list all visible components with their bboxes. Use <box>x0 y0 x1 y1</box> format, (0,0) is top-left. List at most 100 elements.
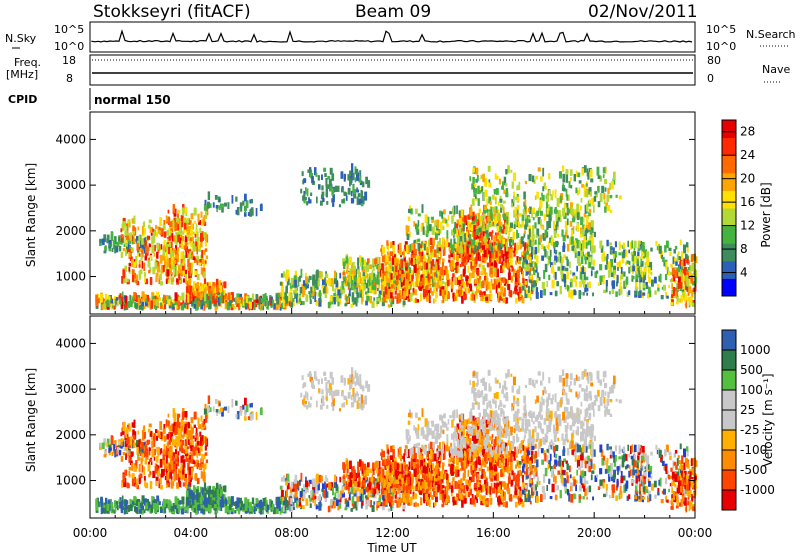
power-cell <box>394 295 397 299</box>
velocity-cell <box>137 453 140 457</box>
power-cell <box>363 259 367 267</box>
power-cell <box>648 276 651 283</box>
power-cell <box>562 245 566 252</box>
velocity-cell <box>184 473 187 481</box>
power-cell <box>613 171 616 181</box>
velocity-cell <box>198 492 201 497</box>
power-cell <box>437 280 440 289</box>
power-cell <box>489 231 492 237</box>
power-cell <box>429 246 433 253</box>
power-cell <box>658 245 662 254</box>
power-cell <box>563 254 567 259</box>
velocity-cell <box>162 451 165 460</box>
power-cell <box>383 275 386 284</box>
power-cell <box>176 305 180 311</box>
power-cell <box>495 251 498 258</box>
velocity-cell <box>329 504 332 510</box>
power-cell <box>387 304 391 308</box>
power-cell <box>318 298 322 307</box>
power-cell <box>506 216 508 225</box>
power-cell <box>154 244 156 252</box>
power-cell <box>485 274 488 282</box>
power-cell <box>603 289 606 294</box>
power-cell <box>656 245 659 251</box>
power-cell <box>562 173 566 183</box>
power-cell <box>448 254 451 259</box>
power-cell <box>192 281 196 289</box>
power-cell <box>208 285 211 289</box>
power-cell <box>223 296 226 304</box>
velocity-cell <box>141 495 145 504</box>
power-cell <box>189 285 193 292</box>
power-cell <box>124 241 128 247</box>
power-cell <box>504 222 507 226</box>
power-cell <box>425 262 428 270</box>
velocity-cell <box>149 459 152 463</box>
velocity-cell <box>223 500 226 508</box>
power-cell <box>132 225 135 233</box>
power-cell <box>101 304 104 310</box>
power-cell <box>548 256 552 264</box>
nsky-panel-frame <box>89 21 696 53</box>
power-cell <box>607 187 610 194</box>
power-cell <box>532 234 535 240</box>
power-cell <box>646 256 650 263</box>
power-cell <box>212 202 215 208</box>
power-cell <box>590 245 594 254</box>
power-cell <box>182 236 185 242</box>
velocity-cell <box>157 430 160 438</box>
power-cell <box>564 282 566 287</box>
power-cell <box>469 213 473 218</box>
power-cell <box>657 287 660 292</box>
power-cell <box>648 286 651 294</box>
power-cell <box>289 294 293 301</box>
power-cell <box>501 261 504 266</box>
power-cell <box>203 300 205 306</box>
power-cell <box>492 252 496 261</box>
power-cell <box>589 254 593 258</box>
power-cell <box>691 254 695 262</box>
power-cell <box>178 297 181 301</box>
power-cell <box>519 292 522 297</box>
power-cell <box>557 266 561 271</box>
velocity-cell <box>210 489 214 498</box>
power-cell <box>211 299 213 305</box>
power-cell <box>445 281 448 286</box>
velocity-cell <box>185 456 188 462</box>
nsearch-tick-bottom: 10^0 <box>706 40 736 53</box>
power-cell <box>389 298 392 303</box>
velocity-cell <box>174 496 178 506</box>
power-cell <box>359 255 362 263</box>
power-cell <box>496 241 499 251</box>
power-cell <box>496 226 500 232</box>
power-cell <box>663 284 666 291</box>
power-cell <box>180 305 183 311</box>
power-cell <box>361 289 364 298</box>
power-cell <box>429 278 432 285</box>
power-cell <box>316 279 320 287</box>
power-cell <box>590 226 594 233</box>
power-cell <box>640 256 643 265</box>
velocity-cell <box>144 482 149 489</box>
power-cell <box>484 189 488 198</box>
power-cell <box>352 268 356 277</box>
power-cell <box>460 209 464 218</box>
power-cell <box>196 259 199 266</box>
power-cell <box>504 217 507 225</box>
power-cell <box>420 293 423 302</box>
power-cell <box>684 253 688 259</box>
velocity-cell <box>194 474 198 480</box>
power-cell <box>492 283 496 290</box>
velocity-cell <box>110 435 114 445</box>
velocity-cell <box>141 441 144 449</box>
power-cell <box>609 195 613 199</box>
power-cell <box>548 190 551 196</box>
power-cell <box>212 296 215 304</box>
power-cell <box>582 231 585 237</box>
power-cell <box>506 211 509 216</box>
power-cell <box>458 210 462 216</box>
power-cell <box>503 189 506 195</box>
power-cell <box>178 273 181 281</box>
velocity-cell <box>276 501 280 509</box>
power-cell <box>586 221 589 231</box>
